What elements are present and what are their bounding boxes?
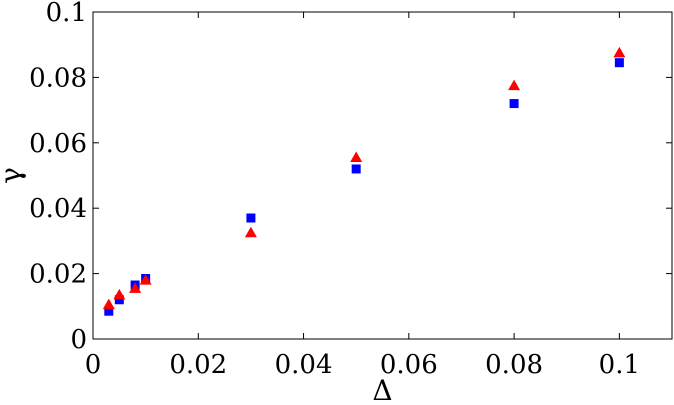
x-tick-label: 0.04 <box>275 350 333 380</box>
triangle-point <box>508 79 521 91</box>
x-axis-label: Δ <box>372 374 392 405</box>
x-tick-label: 0 <box>85 350 102 380</box>
plot-area <box>92 11 673 340</box>
triangle-point <box>613 46 626 58</box>
square-point <box>509 99 519 109</box>
square-point <box>246 213 256 223</box>
y-tick-label: 0.06 <box>29 129 87 159</box>
triangle-point <box>139 274 152 285</box>
tick-labels: 0 0.02 0.04 0.06 0.08 0.1 0 0.02 0.04 0.06 0.08 0.1 <box>29 0 640 380</box>
triangle-point <box>113 288 126 300</box>
y-axis-label: γ <box>0 167 27 184</box>
square-point <box>104 306 114 316</box>
y-tick-label: 0.08 <box>29 63 87 93</box>
x-tick-label: 0.06 <box>380 350 438 380</box>
square-point <box>614 58 624 68</box>
y-tick-label: 0 <box>70 325 87 355</box>
triangle-point <box>244 226 257 238</box>
triangle-point <box>129 282 142 293</box>
square-point <box>114 295 124 305</box>
x-tick-label: 0.02 <box>169 350 227 380</box>
axis-ticks <box>92 11 672 340</box>
x-tick-label: 0.1 <box>599 350 640 380</box>
y-tick-label: 0.1 <box>46 0 87 28</box>
triangle-point <box>102 298 115 310</box>
y-tick-label: 0.04 <box>29 194 87 224</box>
square-point <box>351 164 361 174</box>
y-tick-label: 0.02 <box>29 260 87 290</box>
triangle-point <box>350 151 363 163</box>
data-points <box>102 46 626 316</box>
x-tick-label: 0.08 <box>485 350 543 380</box>
